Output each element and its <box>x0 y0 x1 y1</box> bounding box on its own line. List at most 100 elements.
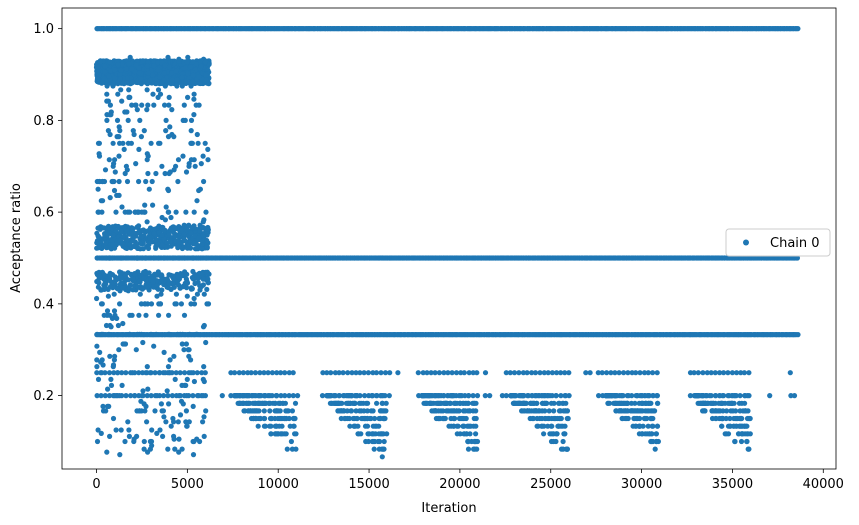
data-point <box>185 70 191 77</box>
data-point <box>158 401 164 407</box>
data-point <box>162 170 168 177</box>
data-point <box>95 140 102 146</box>
data-point <box>253 415 259 422</box>
data-point <box>140 339 146 346</box>
data-point <box>354 393 360 399</box>
data-point <box>274 370 280 376</box>
data-point <box>170 255 176 261</box>
data-point <box>424 393 430 399</box>
data-point <box>650 370 656 376</box>
data-point <box>549 370 556 376</box>
data-point <box>136 146 142 152</box>
data-point <box>116 153 122 159</box>
data-point <box>165 446 171 452</box>
data-point <box>164 388 170 394</box>
data-point <box>166 102 172 108</box>
data-point <box>126 87 132 93</box>
data-point <box>117 128 123 134</box>
data-point <box>181 312 188 318</box>
data-point <box>377 438 383 445</box>
data-point <box>708 370 714 376</box>
data-point <box>106 225 112 231</box>
data-point <box>197 438 203 445</box>
data-point <box>133 102 139 108</box>
data-point <box>445 370 451 376</box>
data-point <box>111 291 117 297</box>
data-point <box>464 423 470 429</box>
data-point <box>641 370 648 376</box>
data-point <box>118 274 124 281</box>
data-point <box>339 408 345 414</box>
data-point <box>167 357 173 363</box>
data-point <box>150 279 156 285</box>
data-point <box>645 370 651 376</box>
data-point <box>450 408 456 414</box>
data-point <box>184 376 190 382</box>
data-point <box>295 393 301 399</box>
data-point <box>96 209 102 215</box>
data-point <box>201 433 207 439</box>
data-point <box>205 301 212 307</box>
data-point <box>120 140 126 146</box>
data-point <box>461 415 467 422</box>
data-point <box>205 280 211 286</box>
data-point <box>203 255 209 261</box>
data-point <box>458 370 464 376</box>
data-point <box>107 353 113 359</box>
data-point <box>355 423 361 429</box>
data-point <box>120 320 126 327</box>
data-point <box>180 401 186 407</box>
data-point <box>166 312 172 318</box>
data-point <box>257 400 263 406</box>
data-point <box>145 102 151 108</box>
data-point <box>252 370 259 376</box>
data-point <box>429 408 435 414</box>
data-point <box>737 393 743 399</box>
data-point <box>261 370 267 376</box>
data-point <box>134 331 140 337</box>
data-point <box>184 280 191 286</box>
data-point <box>196 235 202 241</box>
data-point <box>161 349 167 355</box>
data-point <box>532 370 539 376</box>
data-point <box>595 370 601 376</box>
data-point <box>122 109 128 115</box>
data-point <box>139 102 145 108</box>
data-point <box>104 308 111 314</box>
data-point <box>156 223 162 229</box>
data-points <box>93 26 801 460</box>
data-point <box>159 242 165 248</box>
data-point <box>139 286 145 292</box>
data-point <box>162 62 168 69</box>
data-point <box>140 58 146 64</box>
data-point <box>184 293 190 299</box>
data-point <box>110 415 117 422</box>
data-point <box>376 423 382 429</box>
data-point <box>115 370 121 376</box>
data-point <box>465 438 471 445</box>
data-point <box>161 255 167 261</box>
data-point <box>176 393 182 399</box>
data-point <box>171 353 177 359</box>
data-point <box>741 370 748 376</box>
data-point <box>374 400 380 406</box>
data-point <box>180 153 186 159</box>
data-point <box>135 255 142 261</box>
data-point <box>122 438 128 445</box>
data-point <box>704 370 710 376</box>
data-point <box>204 226 210 232</box>
data-point <box>133 242 139 248</box>
data-point <box>154 430 160 436</box>
data-point <box>292 400 299 406</box>
data-point <box>293 446 299 452</box>
data-point <box>187 64 194 70</box>
data-point <box>145 386 151 392</box>
data-point <box>185 94 191 100</box>
data-point <box>144 63 150 69</box>
data-point <box>290 370 296 376</box>
data-point <box>633 370 639 376</box>
data-point <box>240 370 246 376</box>
data-point <box>200 232 206 238</box>
data-point <box>140 246 146 252</box>
data-point <box>282 400 288 406</box>
